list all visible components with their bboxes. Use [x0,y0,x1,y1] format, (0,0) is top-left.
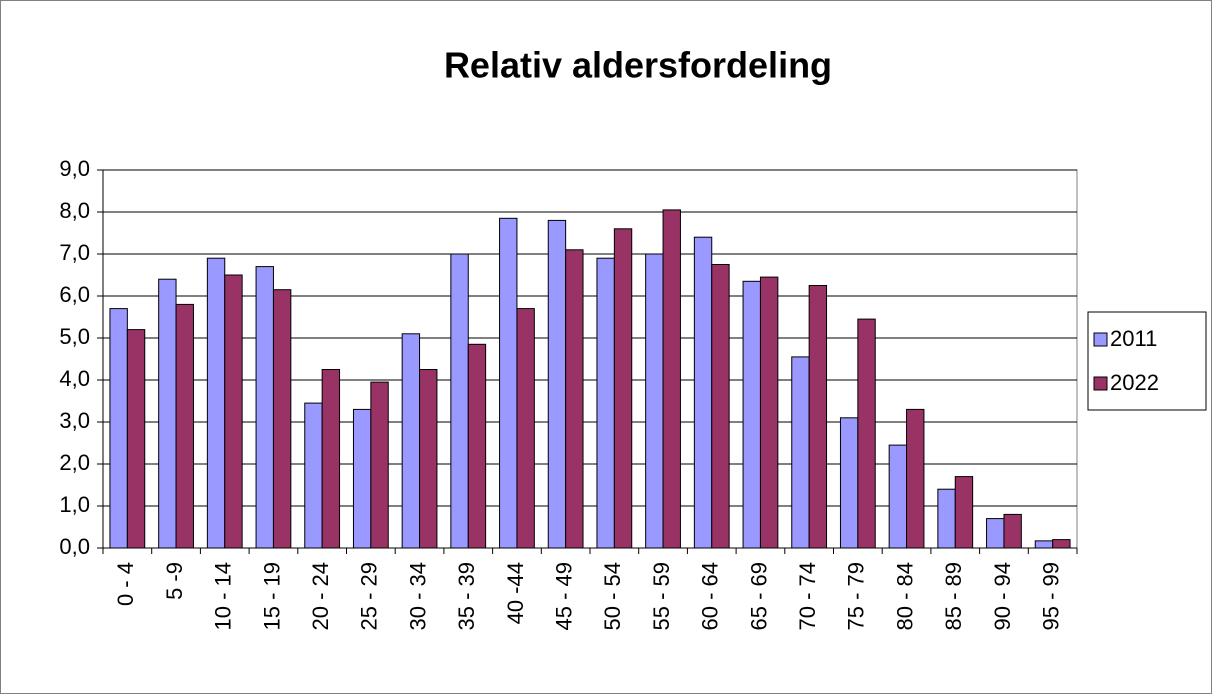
y-tick-label: 4,0 [59,366,90,391]
legend-box [1087,311,1207,411]
bar [888,444,908,549]
bar [596,257,615,549]
bar [516,308,535,549]
x-tick-label: 85 - 89 [941,562,966,631]
y-tick-label: 7,0 [59,240,90,265]
bar [419,369,438,549]
legend-swatch [1093,332,1108,347]
bar [321,369,341,549]
bar [304,402,323,549]
y-tick-label: 8,0 [59,198,90,223]
bar [1034,540,1054,549]
plot-area [102,169,1078,549]
bar [693,236,713,549]
bar [272,289,292,549]
bar [986,518,1005,549]
x-tick-label: 5 -9 [162,562,187,600]
bar [206,257,226,549]
x-tick-label: 10 - 14 [211,562,236,631]
x-tick-label: 35 - 39 [454,562,479,631]
bar [126,329,146,549]
bar [662,209,681,549]
x-tick-label: 65 - 69 [746,562,771,631]
y-tick-label: 3,0 [59,408,90,433]
x-tick-label: 30 - 34 [405,562,430,631]
bar [370,381,389,549]
bar [499,217,518,549]
y-tick-label: 0,0 [59,534,90,559]
bar [175,303,194,549]
x-tick-label: 70 - 74 [795,562,820,631]
y-tick-label: 6,0 [59,282,90,307]
chart-title: Relativ aldersfordeling [444,45,832,86]
x-tick-label: 95 - 99 [1038,562,1063,631]
bar [613,228,633,549]
bar [158,278,177,549]
bar [906,408,925,549]
x-tick-label: 20 - 24 [308,562,333,631]
x-tick-label: 25 - 29 [357,562,382,631]
y-tick-label: 5,0 [59,324,90,349]
x-tick-label: 0 - 4 [113,562,138,606]
bar [547,219,567,549]
x-tick-label: 90 - 94 [990,562,1015,631]
bar [839,417,859,549]
legend-label: 2011 [1110,326,1157,351]
x-tick-label: 60 - 64 [698,562,723,631]
y-tick-label: 9,0 [59,156,90,181]
bar [1052,539,1071,549]
bar [255,266,274,549]
x-tick-label: 45 - 49 [551,562,576,631]
x-tick-label: 75 - 79 [844,562,869,631]
bar [109,308,128,549]
bar [937,488,956,549]
bar [857,318,876,549]
bar [224,274,243,549]
x-tick-label: 15 - 19 [259,562,284,631]
bar [808,285,828,549]
y-tick-label: 2,0 [59,450,90,475]
legend-label: 2022 [1110,370,1159,395]
bar [645,253,664,549]
x-tick-label: 55 - 59 [649,562,674,631]
x-tick-label: 50 - 54 [600,562,625,631]
bar [742,280,761,549]
bar [1003,513,1022,549]
bar [467,343,487,549]
legend-swatch [1093,376,1108,391]
bar [759,276,779,549]
bar [954,476,974,549]
bar [450,253,469,549]
y-tick-label: 1,0 [59,492,90,517]
bar [791,356,810,549]
x-tick-label: 80 - 84 [892,562,917,631]
bar [352,408,372,549]
bar [711,264,730,549]
bar [401,333,421,549]
bar [565,249,584,549]
x-tick-label: 40 -44 [503,562,528,624]
